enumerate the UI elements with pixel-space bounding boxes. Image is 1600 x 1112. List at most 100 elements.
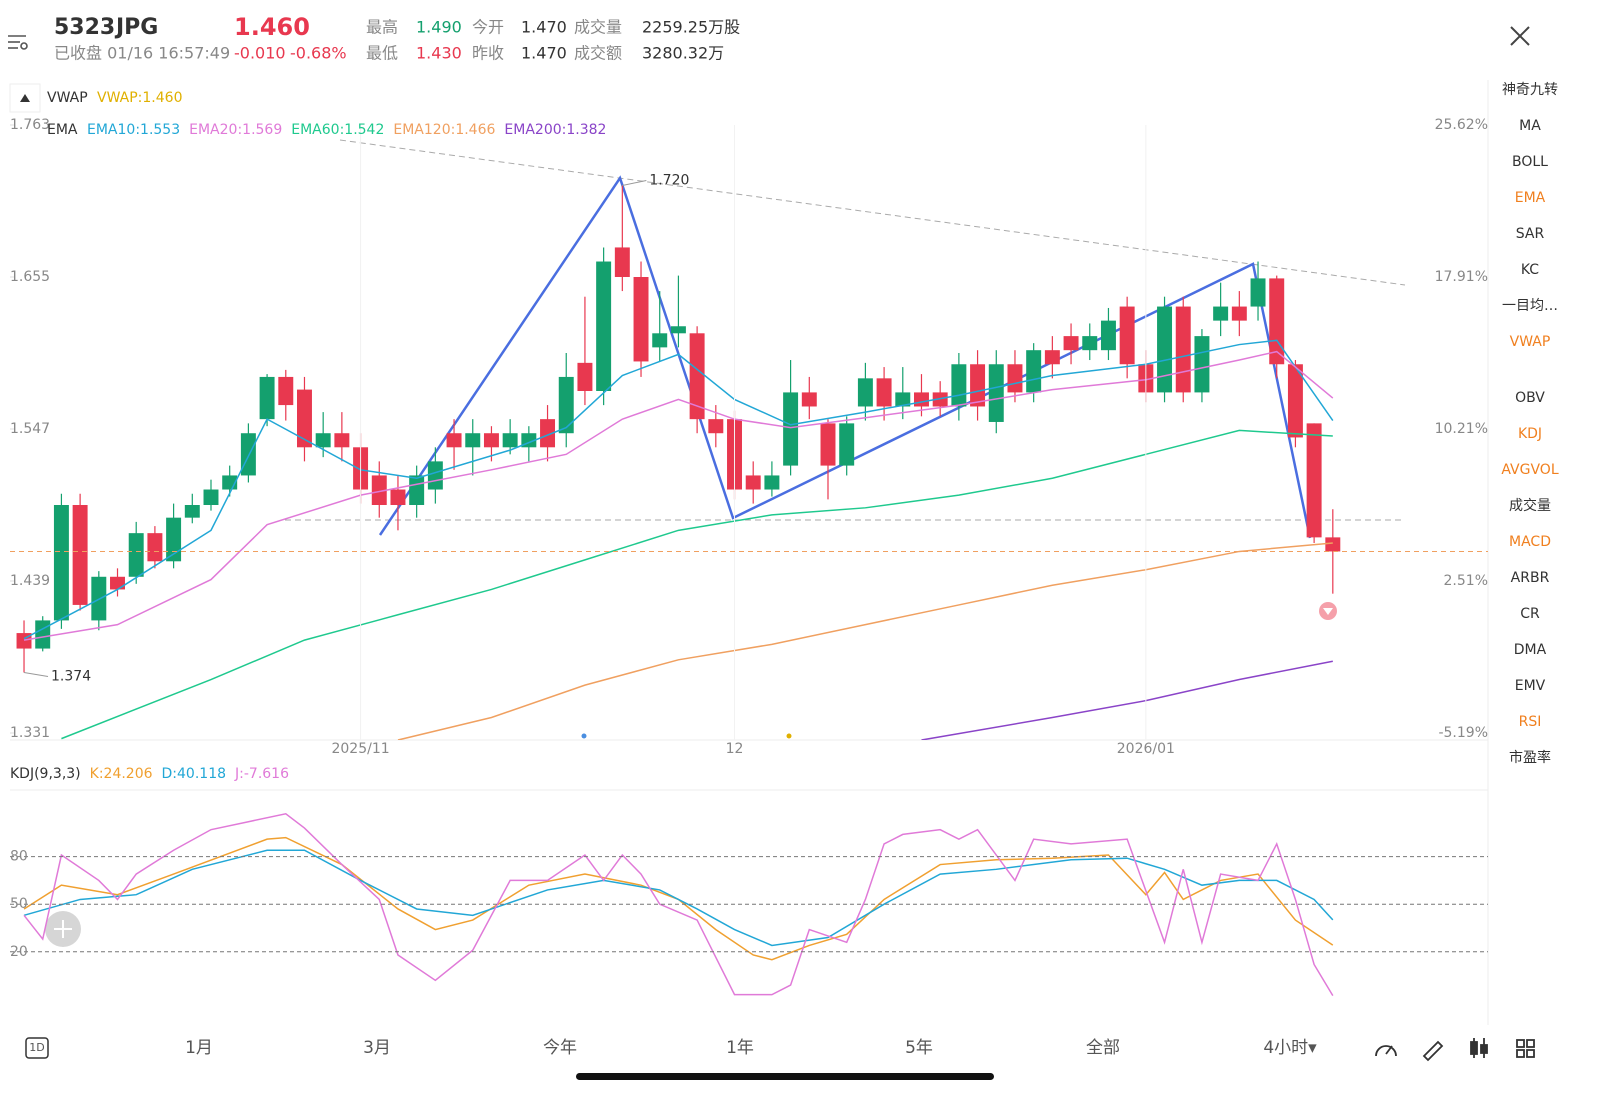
candle-body [988,364,1004,422]
indicator-line [23,812,1334,996]
indicator-option[interactable]: CR [1520,606,1540,622]
candle-body [1044,350,1060,365]
period-tab[interactable]: 全部 [1086,1038,1120,1058]
y-tick-label: 80 [10,849,28,865]
toolbar-icons[interactable] [1375,1038,1535,1062]
collapse-icon [20,94,30,102]
stat-label: 昨收 [472,44,504,63]
y2-tick-label: 25.62% [1435,117,1488,133]
tab-box [25,1037,49,1059]
trend-line [339,139,1406,286]
indicator-option[interactable]: MA [1519,118,1541,134]
period-tab[interactable]: 1月 [185,1038,213,1058]
indicator-option[interactable]: RSI [1519,714,1542,730]
indicator-option[interactable]: EMA [1515,190,1546,206]
candle-body [240,433,256,476]
indicator-option[interactable]: MACD [1509,534,1551,550]
indicator-option[interactable]: SAR [1516,226,1545,242]
candle-body [502,433,518,448]
period-tab[interactable]: 今年 [543,1038,577,1058]
legend-entry: EMA10:1.553 [87,122,180,138]
legend-title: EMA [47,122,78,138]
period-tab[interactable]: 5年 [905,1038,933,1058]
y2-tick-label: -5.19% [1438,725,1488,741]
symbol: 5323 [54,15,115,40]
indicator-option[interactable]: 市盈率 [1509,749,1551,766]
candle-body [839,423,855,466]
stat-label: 成交额 [574,44,622,63]
y-tick-label: 50 [10,896,28,912]
y-tick-label: 20 [10,944,28,960]
period-tab[interactable]: 4小时▾ [1263,1038,1317,1058]
indicator-option[interactable]: ARBR [1511,570,1550,586]
candle-body [633,277,649,362]
period-tab[interactable]: 1D [29,1041,44,1054]
candle-body [259,376,275,420]
indicator-option[interactable]: KC [1521,262,1539,278]
stat-value: 1.430 [416,44,462,63]
candle-body [1026,350,1042,393]
annotation-leader [622,180,647,187]
stat-value: 3280.32万 [642,44,724,63]
candle-body [334,433,350,448]
menu-icon[interactable] [8,35,28,50]
candle-body [932,392,948,407]
candle-body [1213,306,1229,321]
candle-body [670,326,686,334]
annotation-leader [23,671,49,677]
candle-body [128,533,144,577]
candle-body [110,576,125,590]
candle-body [427,461,443,490]
candle-body [147,533,163,562]
annotation: 1.720 [649,173,689,189]
candle-body [970,364,986,407]
plot-area [23,812,1334,996]
indicator-option[interactable]: BOLL [1512,154,1548,170]
candle-body [764,475,780,490]
candle-body [1007,364,1023,393]
candle-body [296,389,312,448]
candle-body [558,376,574,434]
y2-tick-label: 17.91% [1435,269,1488,285]
indicator-option[interactable]: 一目均… [1502,298,1558,314]
candle-body [184,505,200,518]
indicator-line [397,542,1333,740]
candle-body [1175,306,1191,393]
indicator-option[interactable]: EMV [1515,678,1546,694]
legend-entry: D:40.118 [162,766,226,782]
indicator-option[interactable]: KDJ [1518,426,1542,442]
candle-body [409,475,425,505]
candle-body [446,433,462,448]
annotation: 1.374 [51,668,91,684]
indicator-option[interactable]: OBV [1515,390,1545,406]
candle-body [390,489,406,505]
indicator-option[interactable]: VWAP [1510,334,1551,350]
overlay-value: VWAP:1.460 [97,90,182,106]
indicator-option[interactable]: AVGVOL [1501,462,1558,478]
indicator-option[interactable]: DMA [1514,642,1547,658]
indicator-option[interactable]: 神奇九转 [1502,81,1558,98]
indicator-line [23,350,1334,641]
stat-value: 1.470 [521,18,567,37]
stat-label: 最高 [366,18,398,37]
event-dot [786,733,792,739]
close-button[interactable] [1510,26,1530,46]
y-tick-label: 1.439 [10,573,50,589]
candle-body [315,433,331,448]
candle-body [1250,278,1266,307]
candle-body [1306,423,1322,538]
indicator-line [61,429,1333,740]
candle-body [1231,306,1247,321]
indicator-line [23,849,1334,947]
y-tick-label: 1.547 [10,421,50,437]
candle-body [203,489,219,505]
candle-body [914,392,929,407]
indicator-title: KDJ(9,3,3) [10,766,81,782]
period-tab[interactable]: 3月 [363,1038,391,1058]
legend-entry: J:-7.616 [234,766,289,782]
add-icon [54,920,72,938]
legend-entry: EMA60:1.542 [291,122,384,138]
stat-value: 2259.25万股 [642,18,740,37]
period-tab[interactable]: 1年 [726,1038,754,1058]
indicator-option[interactable]: 成交量 [1509,497,1551,514]
